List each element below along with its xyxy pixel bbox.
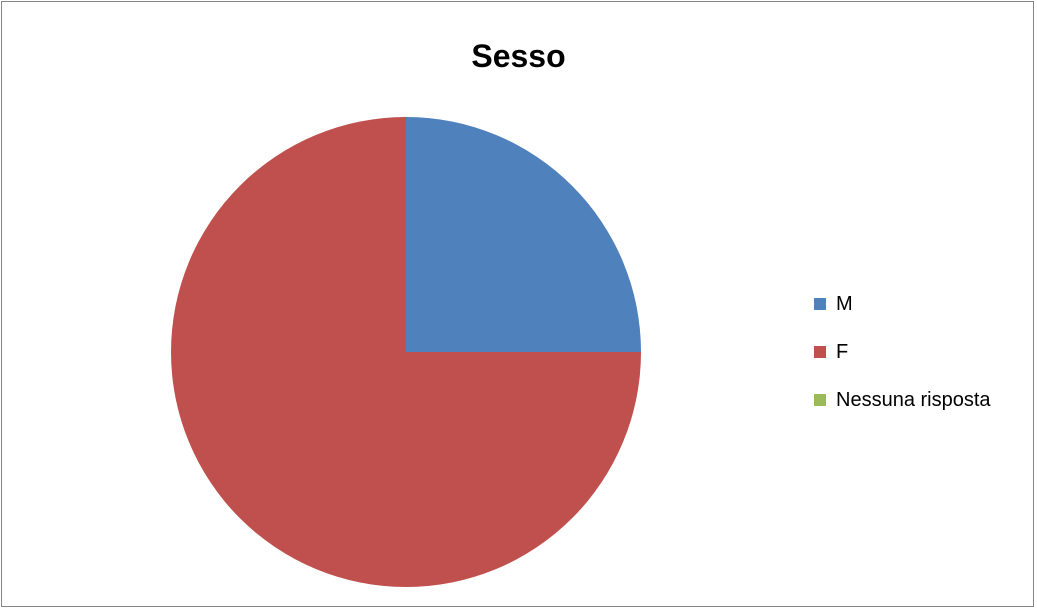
legend-label-nessuna-risposta: Nessuna risposta	[836, 388, 991, 411]
chart-title: Sesso	[471, 38, 566, 74]
legend-swatch-f	[814, 346, 826, 358]
legend-label-f: F	[836, 340, 849, 363]
legend-item-nessuna-risposta: Nessuna risposta	[814, 388, 991, 412]
pie-slice-m	[406, 117, 641, 352]
legend-item-f: F	[814, 340, 991, 364]
legend: M F Nessuna risposta	[814, 292, 991, 436]
legend-label-m: M	[836, 292, 853, 315]
legend-swatch-nessuna-risposta	[814, 394, 826, 406]
pie-slice-f	[171, 117, 641, 587]
legend-item-m: M	[814, 292, 991, 316]
legend-swatch-m	[814, 298, 826, 310]
